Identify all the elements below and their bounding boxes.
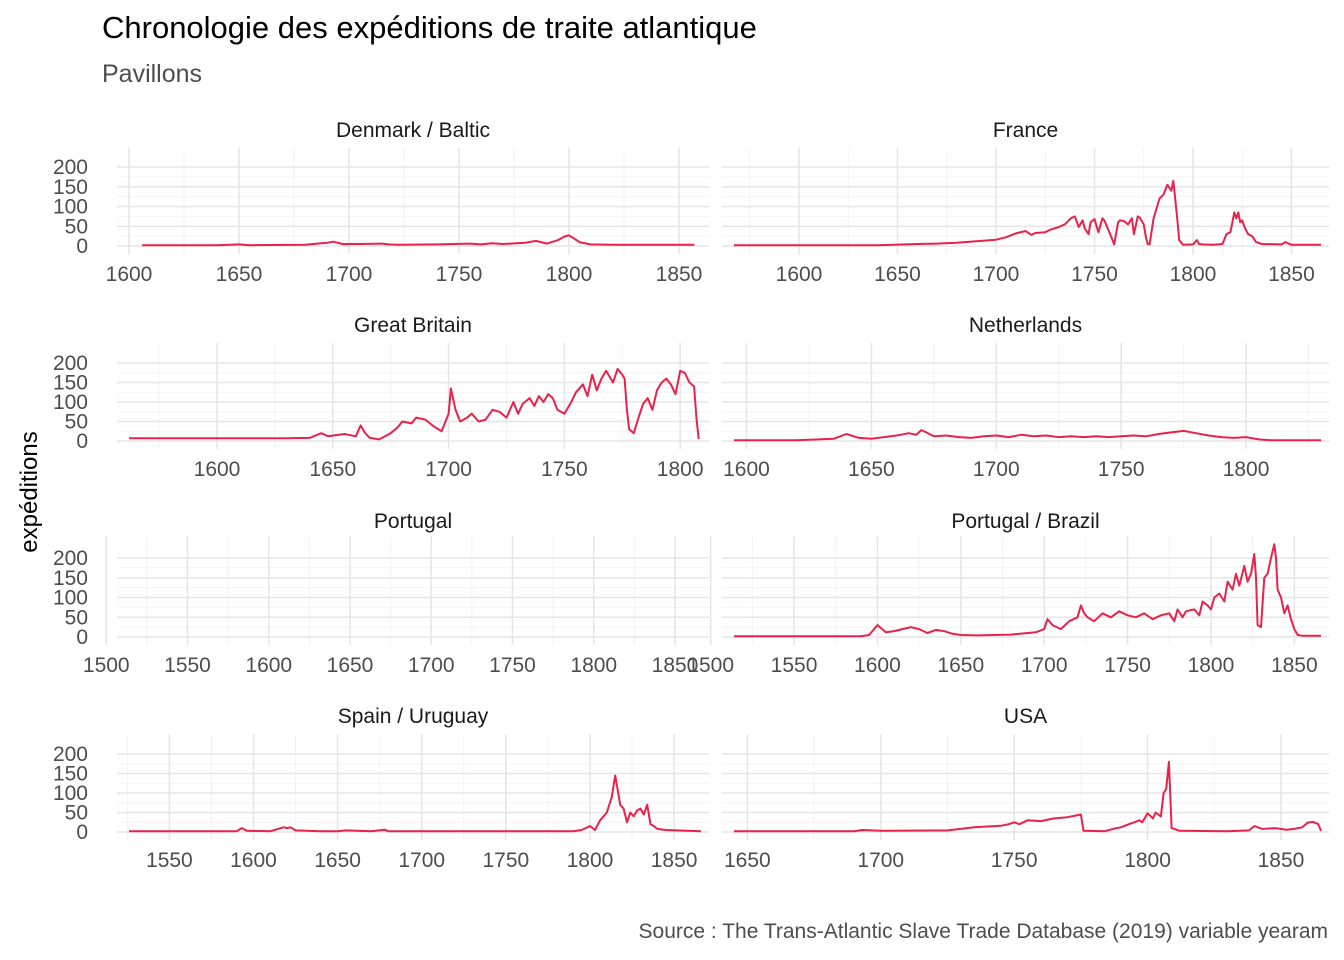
x-tick-label: 1600 bbox=[230, 849, 277, 872]
facet-strip-label: Spain / Uruguay bbox=[338, 705, 489, 728]
x-tick-label: 1650 bbox=[874, 263, 921, 286]
facet-portugal-brazil: Portugal / Brazil 1500 1550 1600 1650 1700 175… bbox=[687, 510, 1329, 677]
x-tick-label: 1850 bbox=[656, 263, 703, 286]
chart-subtitle: Pavillons bbox=[102, 60, 203, 88]
y-tick-label: 200 bbox=[53, 352, 88, 375]
x-tick-label: 1750 bbox=[1104, 654, 1151, 677]
x-tick-label: 1600 bbox=[723, 458, 770, 481]
x-tick-label: 1850 bbox=[1258, 849, 1305, 872]
y-tick-label: 200 bbox=[53, 547, 88, 570]
x-tick-label: 1650 bbox=[848, 458, 895, 481]
x-tick-label: 1550 bbox=[771, 654, 818, 677]
x-tick-label: 1650 bbox=[327, 654, 374, 677]
x-tick-label: 1750 bbox=[1071, 263, 1118, 286]
x-tick-label: 1750 bbox=[991, 849, 1038, 872]
x-tick-label: 1650 bbox=[309, 458, 356, 481]
x-tick-label: 1600 bbox=[194, 458, 241, 481]
y-tick-label: 50 bbox=[65, 215, 88, 238]
x-tick-label: 1800 bbox=[567, 849, 614, 872]
series-line-france bbox=[734, 179, 1321, 247]
chart-title: Chronologie des expéditions de traite at… bbox=[102, 10, 757, 45]
x-tick-label: 1750 bbox=[489, 654, 536, 677]
y-tick-label: 100 bbox=[53, 196, 88, 219]
x-tick-label: 1700 bbox=[973, 458, 1020, 481]
x-tick-label: 1600 bbox=[854, 654, 901, 677]
x-tick-label: 1700 bbox=[973, 263, 1020, 286]
facet-strip-label: Great Britain bbox=[354, 314, 472, 337]
y-tick-label: 50 bbox=[65, 411, 88, 434]
y-tick-label: 100 bbox=[53, 782, 88, 805]
x-tick-label: 1800 bbox=[1223, 458, 1270, 481]
facet-strip-label: Portugal / Brazil bbox=[951, 510, 1099, 533]
series-line-portugal-brazil bbox=[734, 543, 1321, 638]
chart-caption: Source : The Trans-Atlantic Slave Trade … bbox=[638, 920, 1328, 943]
x-tick-label: 1700 bbox=[408, 654, 455, 677]
y-tick-label: 0 bbox=[76, 235, 88, 258]
series-line-usa bbox=[734, 760, 1322, 833]
x-tick-label: 1600 bbox=[776, 263, 823, 286]
x-tick-label: 1750 bbox=[1098, 458, 1145, 481]
x-tick-label: 1850 bbox=[652, 654, 699, 677]
x-tick-label: 1800 bbox=[546, 263, 593, 286]
x-tick-label: 1800 bbox=[1188, 654, 1235, 677]
y-tick-label: 50 bbox=[65, 802, 88, 825]
x-tick-label: 1650 bbox=[314, 849, 361, 872]
x-tick-label: 1500 bbox=[83, 654, 130, 677]
x-tick-label: 1650 bbox=[937, 654, 984, 677]
facet-netherlands: Netherlands 1600 1650 1700 1750 1800 bbox=[722, 314, 1329, 481]
x-tick-label: 1550 bbox=[146, 849, 193, 872]
x-tick-label: 1650 bbox=[724, 849, 771, 872]
x-tick-label: 1550 bbox=[164, 654, 211, 677]
x-tick-label: 1750 bbox=[541, 458, 588, 481]
series-line-netherlands bbox=[734, 429, 1321, 442]
y-tick-label: 50 bbox=[65, 606, 88, 629]
x-tick-label: 1650 bbox=[216, 263, 263, 286]
x-tick-label: 1700 bbox=[398, 849, 445, 872]
y-tick-label: 100 bbox=[53, 587, 88, 610]
facet-strip-label: Portugal bbox=[374, 510, 452, 533]
facet-strip-label: France bbox=[993, 119, 1058, 142]
facet-france: France 1600 1650 1700 1750 1800 1850 bbox=[722, 119, 1329, 286]
y-tick-label: 100 bbox=[53, 391, 88, 414]
y-tick-label: 150 bbox=[53, 176, 88, 199]
x-tick-label: 1600 bbox=[245, 654, 292, 677]
x-tick-label: 1850 bbox=[651, 849, 698, 872]
x-tick-label: 1750 bbox=[482, 849, 529, 872]
x-tick-label: 1750 bbox=[436, 263, 483, 286]
x-tick-label: 1800 bbox=[1170, 263, 1217, 286]
x-tick-label: 1500 bbox=[687, 654, 734, 677]
x-tick-label: 1700 bbox=[326, 263, 373, 286]
y-tick-label: 0 bbox=[76, 626, 88, 649]
y-tick-label: 0 bbox=[76, 821, 88, 844]
x-tick-label: 1600 bbox=[106, 263, 153, 286]
facet-strip-label: Netherlands bbox=[969, 314, 1082, 337]
y-tick-label: 200 bbox=[53, 743, 88, 766]
x-tick-label: 1850 bbox=[1271, 654, 1318, 677]
series-line-denmark-baltic bbox=[142, 234, 695, 247]
x-tick-label: 1800 bbox=[657, 458, 704, 481]
x-tick-label: 1700 bbox=[857, 849, 904, 872]
series-line-great-britain bbox=[129, 367, 700, 441]
facet-usa: USA 1650 1700 1750 1800 1850 bbox=[722, 705, 1329, 872]
x-tick-label: 1800 bbox=[1124, 849, 1171, 872]
facet-strip-label: Denmark / Baltic bbox=[336, 119, 490, 142]
y-tick-label: 150 bbox=[53, 763, 88, 786]
facet-strip-label: USA bbox=[1004, 705, 1047, 728]
y-tick-label: 0 bbox=[76, 430, 88, 453]
x-tick-label: 1700 bbox=[1021, 654, 1068, 677]
series-line-spain-uruguay bbox=[129, 774, 702, 833]
y-tick-label: 200 bbox=[53, 156, 88, 179]
x-tick-label: 1800 bbox=[570, 654, 617, 677]
x-tick-label: 1700 bbox=[425, 458, 472, 481]
y-tick-label: 150 bbox=[53, 567, 88, 590]
x-tick-label: 1850 bbox=[1268, 263, 1315, 286]
y-tick-label: 150 bbox=[53, 372, 88, 395]
